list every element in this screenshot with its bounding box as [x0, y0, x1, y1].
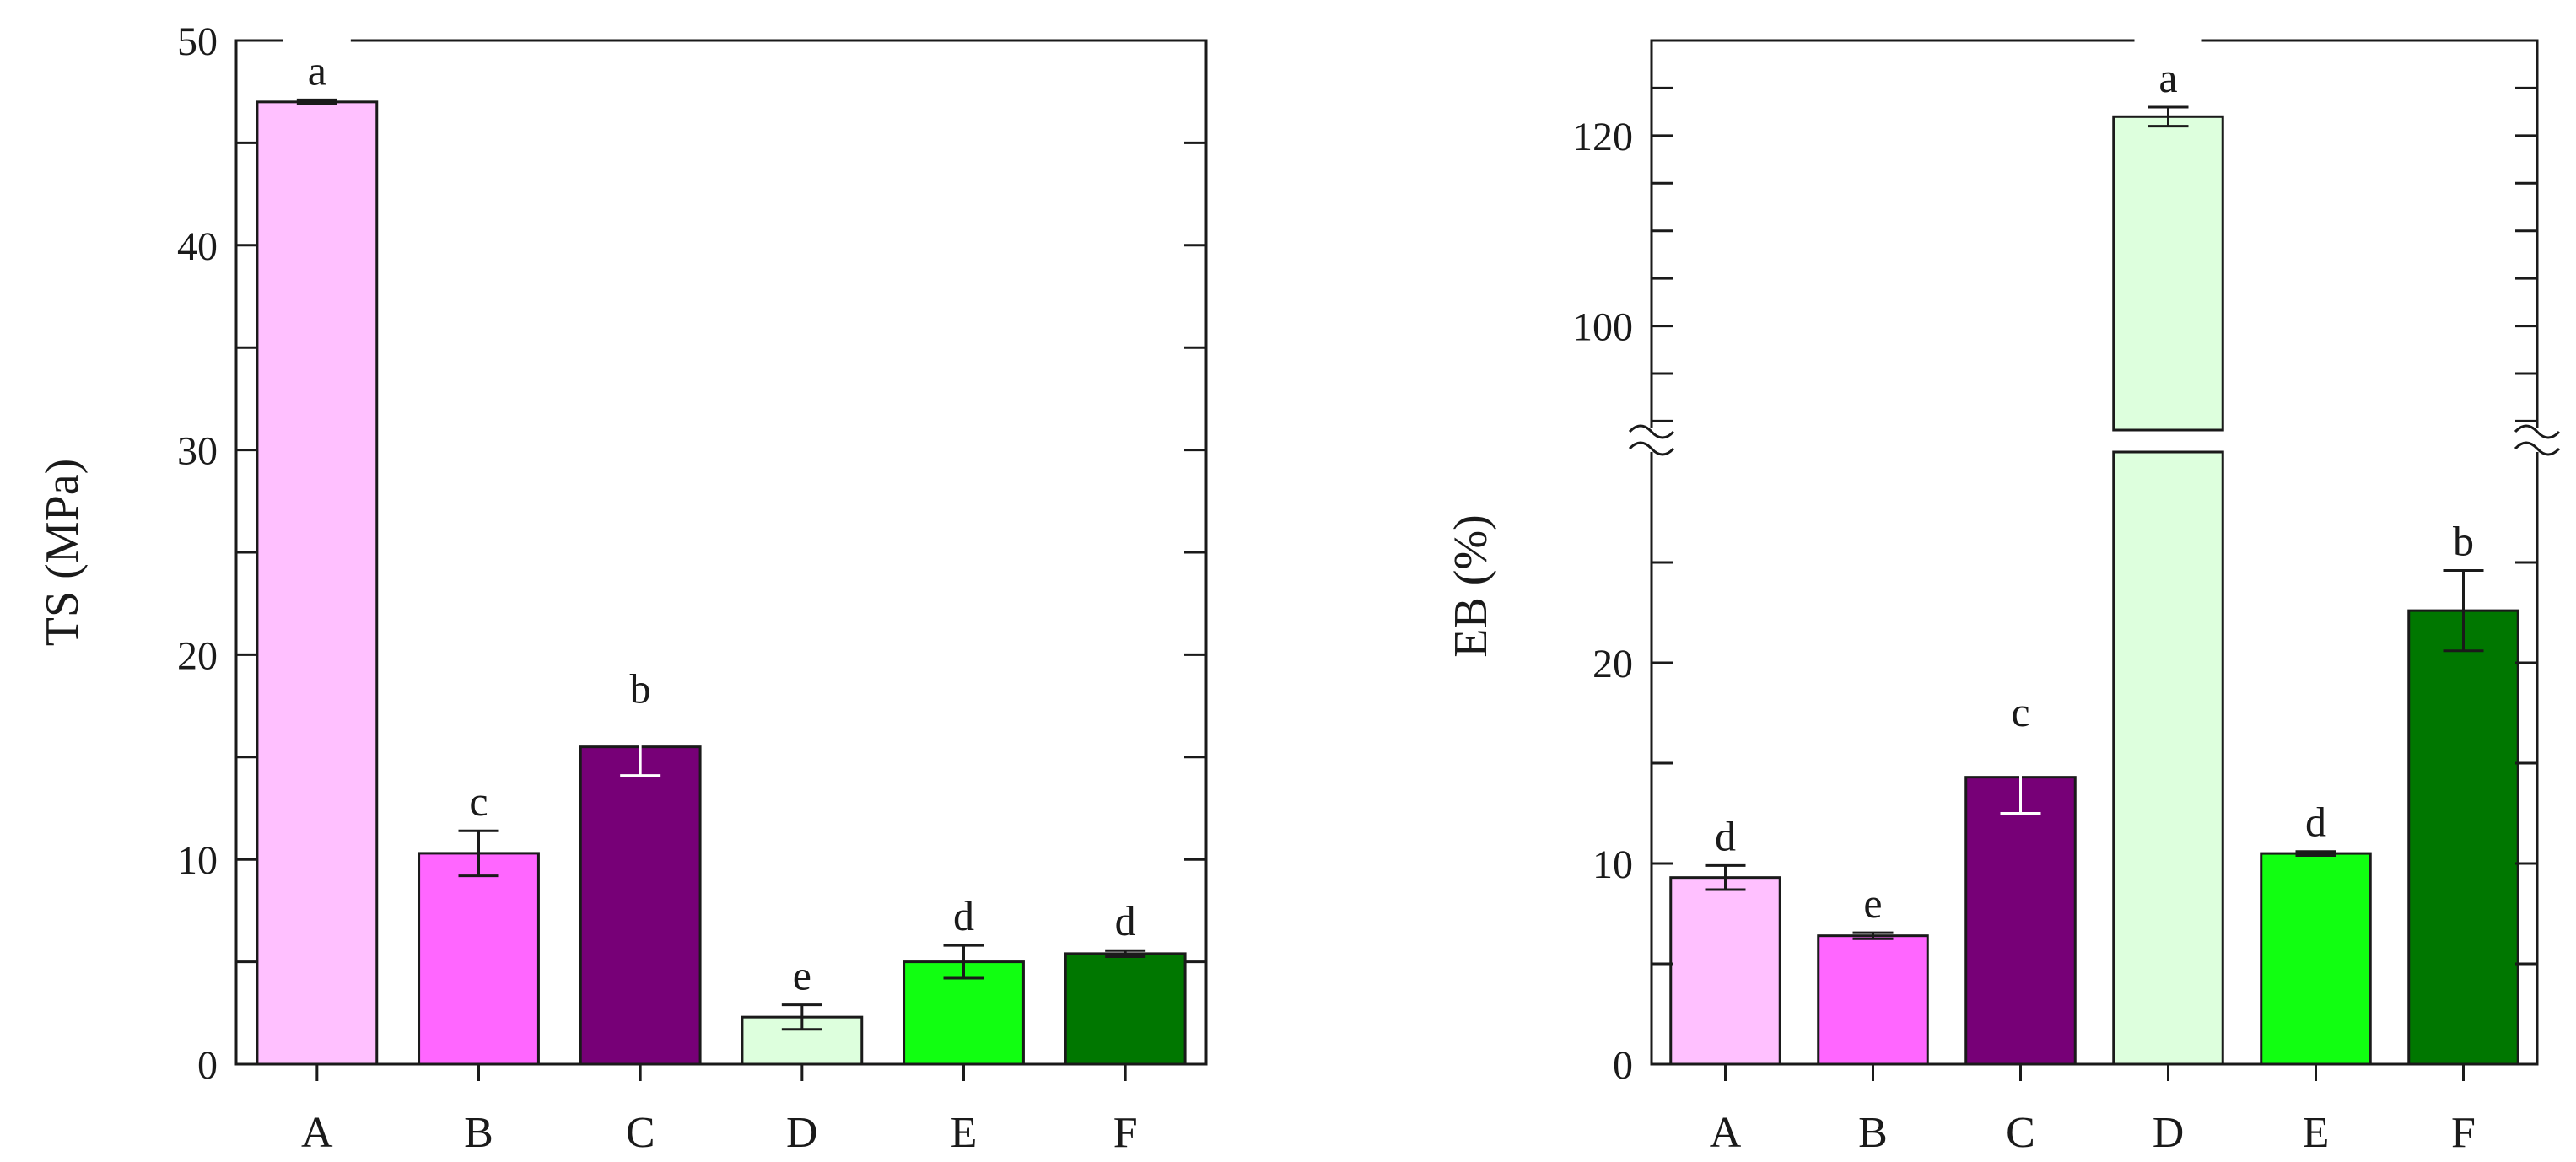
bar-ts-A [256, 100, 379, 1066]
x-tick-label-eb-A: A [1710, 1109, 1742, 1157]
eb-axes-frame-upper-right [2201, 39, 2539, 428]
y-tick-label-eb: 100 [1572, 305, 1633, 350]
x-tick-label-ts-E: E [951, 1109, 978, 1157]
y-tick-label-eb: 120 [1572, 115, 1633, 159]
eb-axes-frame-upper-left [1650, 39, 2135, 428]
y-tick-label-ts: 40 [177, 224, 218, 269]
eb-chart-panel: d Ae Bc Ca Dd Eb F 0 10 20 100 120 EB (%) [1445, 39, 2561, 1157]
significance-label-ts-E: d [953, 892, 974, 939]
y-tick-label-ts: 50 [177, 19, 218, 64]
bar-eb-B [1817, 934, 1929, 1066]
x-tick-label-ts-B: B [464, 1109, 493, 1157]
bar-eb-A [1669, 876, 1781, 1066]
ts-axes-frame [234, 39, 1208, 1066]
y-tick-label-ts: 30 [177, 429, 218, 474]
significance-label-ts-D: e [793, 952, 811, 999]
bar-ts-B [418, 852, 540, 1066]
axis-break-marker [1628, 441, 1675, 456]
x-tick-label-eb-B: B [1858, 1109, 1888, 1157]
significance-label-ts-B: c [469, 777, 488, 825]
bar-eb-E [2260, 852, 2372, 1066]
significance-label-ts-C: b [630, 665, 651, 713]
bar-eb-C [1964, 776, 2077, 1066]
significance-label-eb-D: a [2158, 54, 2177, 101]
y-tick-label-eb: 10 [1592, 842, 1633, 887]
x-tick-label-eb-D: D [2153, 1109, 2185, 1157]
x-tick-label-eb-F: F [2451, 1109, 2476, 1157]
significance-label-ts-F: d [1115, 897, 1136, 944]
bar-ts-F [1064, 952, 1187, 1066]
y-tick-label-ts: 0 [197, 1043, 218, 1088]
significance-label-eb-F: b [2453, 518, 2474, 565]
x-tick-label-eb-E: E [2303, 1109, 2330, 1157]
y-tick-label-ts: 10 [177, 838, 218, 883]
ts-chart-panel: a Ac Bb Ce Dd Ed F 0 10 20 30 40 50 TS (MPa) [36, 19, 1208, 1157]
bar-eb-F [2407, 609, 2519, 1066]
significance-label-eb-A: d [1715, 812, 1736, 859]
x-tick-label-ts-C: C [626, 1109, 655, 1157]
y-axis-title-eb: EB (%) [1445, 514, 1497, 658]
y-tick-label-ts: 20 [177, 633, 218, 678]
bar-eb-lower-D [2112, 450, 2224, 1066]
x-tick-label-eb-C: C [2006, 1109, 2035, 1157]
y-tick-label-eb: 0 [1613, 1043, 1633, 1088]
significance-label-ts-A: a [308, 46, 326, 94]
x-tick-label-ts-D: D [786, 1109, 818, 1157]
eb-axes-frame-lower [1650, 452, 2539, 1066]
axis-break-marker [1628, 424, 1675, 439]
x-tick-label-ts-F: F [1113, 1109, 1138, 1157]
y-tick-label-eb: 20 [1592, 642, 1633, 686]
significance-label-eb-C: c [2011, 688, 2029, 735]
y-axis-title-ts: TS (MPa) [36, 459, 89, 646]
bar-ts-C [579, 745, 702, 1066]
significance-label-eb-E: d [2305, 799, 2326, 846]
axis-break-marker [2514, 424, 2561, 439]
bar-eb-upper-D [2112, 115, 2224, 432]
axis-break-marker [2514, 441, 2561, 456]
significance-label-eb-B: e [1863, 880, 1882, 927]
x-tick-label-ts-A: A [301, 1109, 333, 1157]
